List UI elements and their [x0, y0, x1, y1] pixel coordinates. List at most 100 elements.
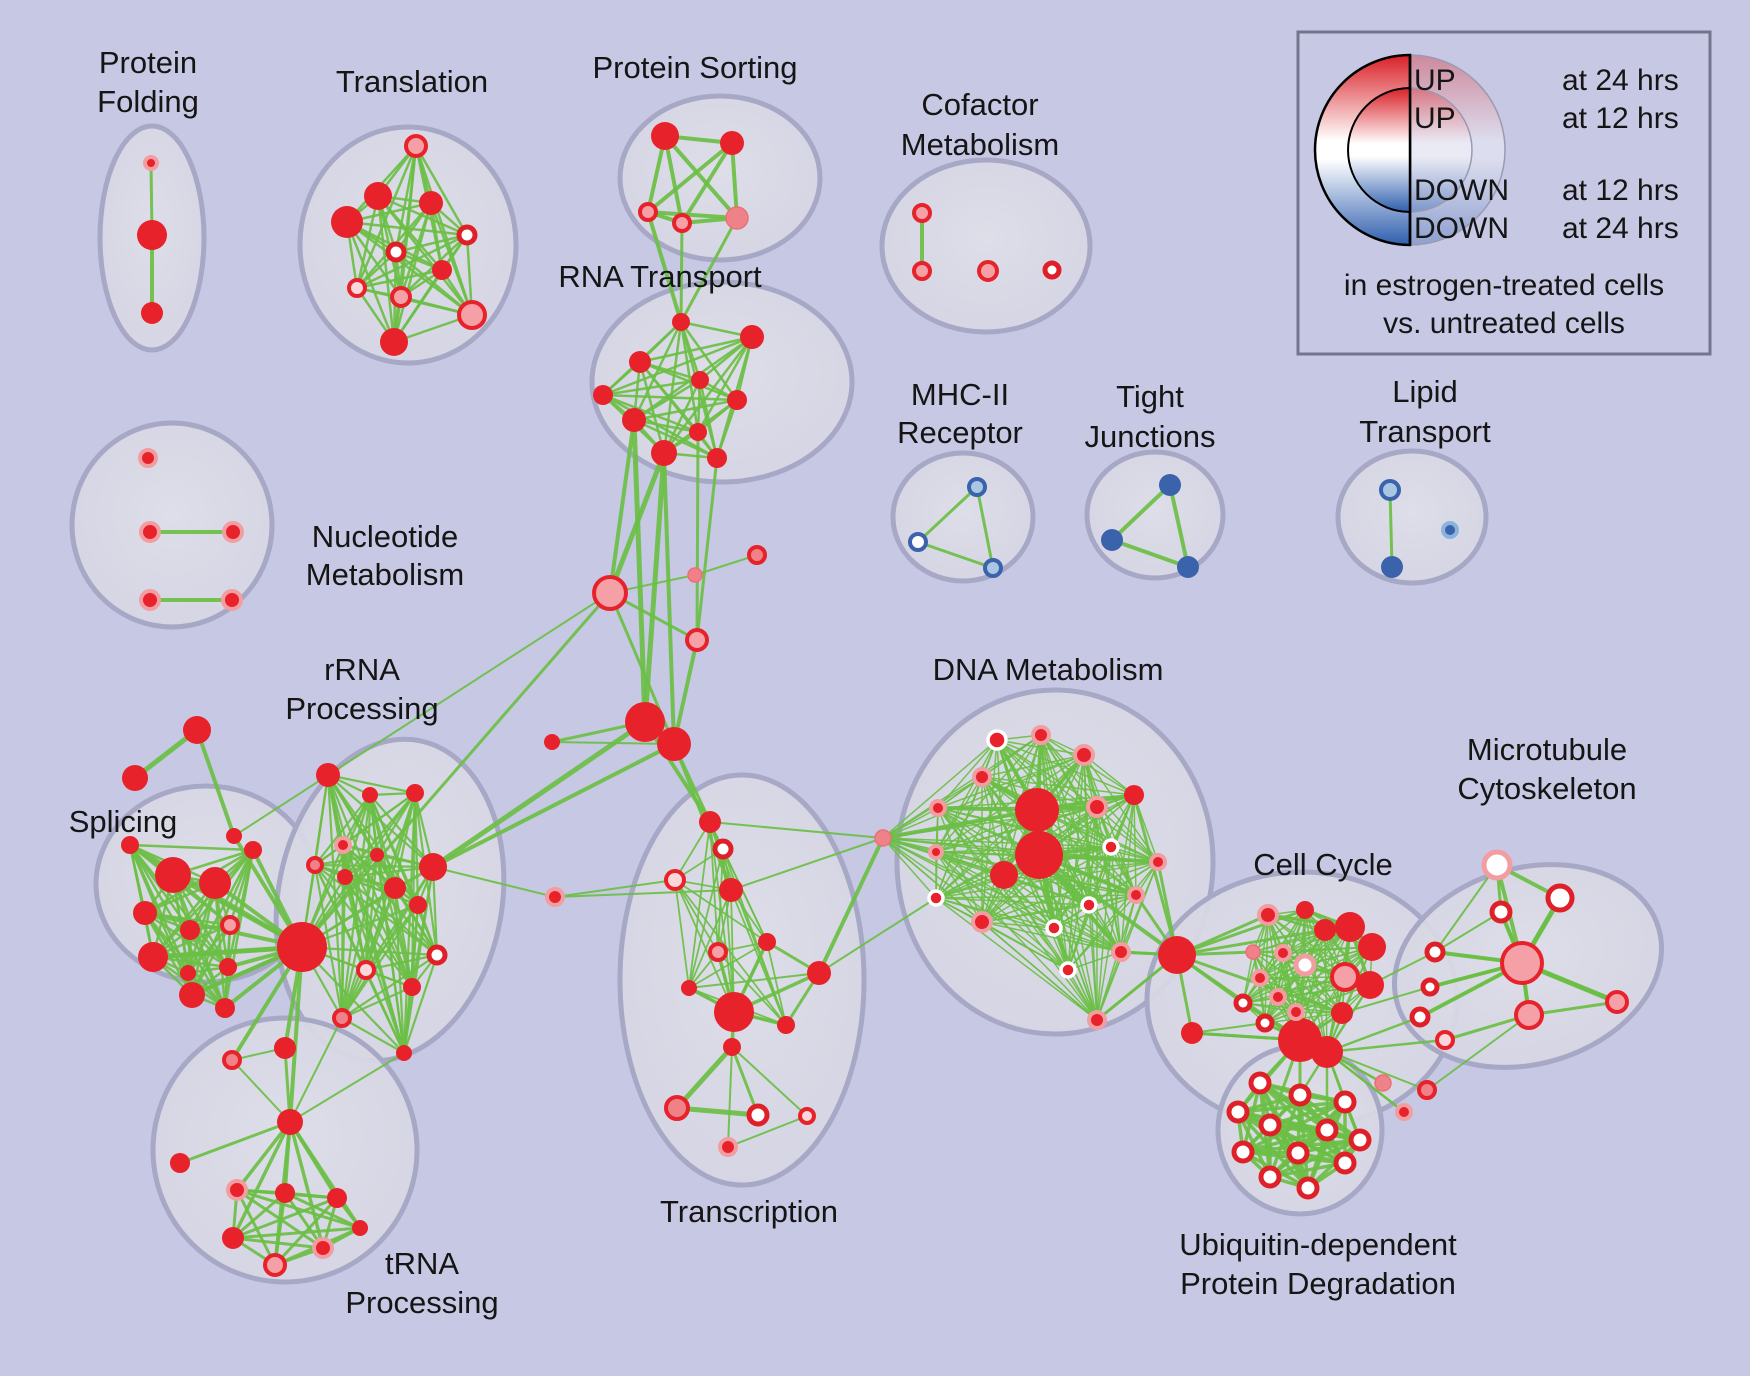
edge	[1088, 806, 1098, 906]
gene-node	[1333, 1151, 1357, 1175]
edge	[313, 863, 414, 989]
cluster-label-cofactor-metabolism: Cofactor	[921, 87, 1038, 122]
gene-node	[385, 241, 407, 263]
edge	[981, 921, 1098, 1021]
cluster-label-nucleotide-metabolism: Metabolism	[306, 557, 465, 592]
gene-node	[1381, 556, 1403, 578]
edge	[1133, 794, 1137, 896]
cluster-label-cofactor-metabolism: Metabolism	[901, 127, 1060, 162]
edge	[343, 875, 439, 957]
gene-node	[1296, 901, 1314, 919]
edge	[935, 894, 1137, 899]
gene-node	[306, 856, 324, 874]
edge	[935, 734, 1042, 853]
gene-node	[370, 848, 384, 862]
gene-node	[740, 325, 764, 349]
gene-node	[337, 869, 353, 885]
cluster-label-protein-sorting: Protein Sorting	[592, 50, 797, 85]
edge	[375, 791, 417, 857]
edge	[1241, 1128, 1329, 1154]
edge	[632, 378, 702, 422]
edge	[730, 837, 884, 891]
edge	[1388, 488, 1394, 569]
edge	[981, 921, 1122, 953]
gene-node	[1258, 1113, 1282, 1137]
gene-node	[1348, 1128, 1372, 1152]
gene-node	[777, 1016, 795, 1034]
edge	[355, 268, 444, 290]
cluster-label-ubiquitin-dependent-protein-degradation: Protein Degradation	[1180, 1266, 1456, 1301]
edge	[1168, 483, 1190, 569]
edge	[730, 141, 739, 220]
edge	[283, 1191, 362, 1230]
gene-node	[723, 1038, 741, 1056]
gene-node	[1315, 1118, 1339, 1142]
edge	[1053, 754, 1085, 929]
gene-node	[226, 828, 242, 844]
gene-node	[908, 532, 928, 552]
edge	[680, 141, 734, 225]
edge	[195, 728, 236, 838]
edge	[981, 894, 1137, 923]
edge	[695, 430, 700, 642]
gene-node	[220, 915, 240, 935]
edge	[340, 1016, 406, 1055]
edge	[1282, 952, 1343, 1014]
gene-node	[912, 261, 932, 281]
gene-node	[1335, 912, 1365, 942]
edge	[638, 335, 754, 364]
edge	[364, 953, 439, 972]
edge	[679, 320, 739, 402]
edge	[638, 360, 666, 455]
edge	[679, 216, 739, 324]
edge	[128, 843, 155, 959]
gene-node	[1231, 1140, 1255, 1164]
edge	[674, 1044, 735, 1111]
edge	[431, 742, 676, 869]
gene-node	[1545, 883, 1575, 913]
edge	[394, 233, 469, 254]
gene-node	[687, 567, 703, 583]
gene-node	[1605, 990, 1629, 1014]
gene-node	[183, 716, 211, 744]
edge	[300, 591, 612, 949]
gene-node	[592, 575, 628, 611]
gene-node	[263, 1253, 287, 1277]
nodes-layer	[121, 122, 1629, 1277]
edge	[646, 141, 734, 214]
legend-glyph-inner-right	[1409, 87, 1473, 213]
gene-node	[629, 351, 651, 373]
edge	[289, 1052, 405, 1123]
cluster-cofactor-metabolism-ellipse	[879, 157, 1093, 335]
edge	[727, 1115, 808, 1148]
gene-node	[874, 829, 892, 847]
gene-node	[409, 896, 427, 914]
gene-node	[122, 765, 148, 791]
edge	[375, 853, 406, 1055]
gene-node	[222, 1227, 244, 1249]
gene-node	[277, 1109, 303, 1135]
edge	[392, 144, 418, 344]
edge	[882, 837, 1055, 929]
edge	[364, 853, 379, 972]
cluster-label-lipid-transport: Transport	[1359, 414, 1491, 449]
edge	[340, 875, 347, 1020]
legend-row-direction: UP	[1414, 64, 1456, 97]
gene-node	[143, 155, 159, 171]
edge	[235, 1188, 277, 1267]
cluster-label-dna-metabolism: DNA Metabolism	[933, 652, 1164, 687]
legend-caption-line: vs. untreated cells	[1383, 307, 1625, 340]
gene-node	[1356, 971, 1384, 999]
edge	[727, 1046, 733, 1148]
cluster-label-trna-processing: tRNA	[385, 1246, 459, 1281]
cluster-label-nucleotide-metabolism: Nucleotide	[312, 519, 458, 554]
edge	[1096, 861, 1159, 1021]
edge	[402, 985, 414, 1055]
edge	[392, 201, 433, 344]
gene-node	[362, 787, 378, 803]
gene-node	[419, 853, 447, 881]
edge	[632, 418, 719, 460]
edge	[916, 485, 979, 544]
edge	[937, 754, 1085, 809]
